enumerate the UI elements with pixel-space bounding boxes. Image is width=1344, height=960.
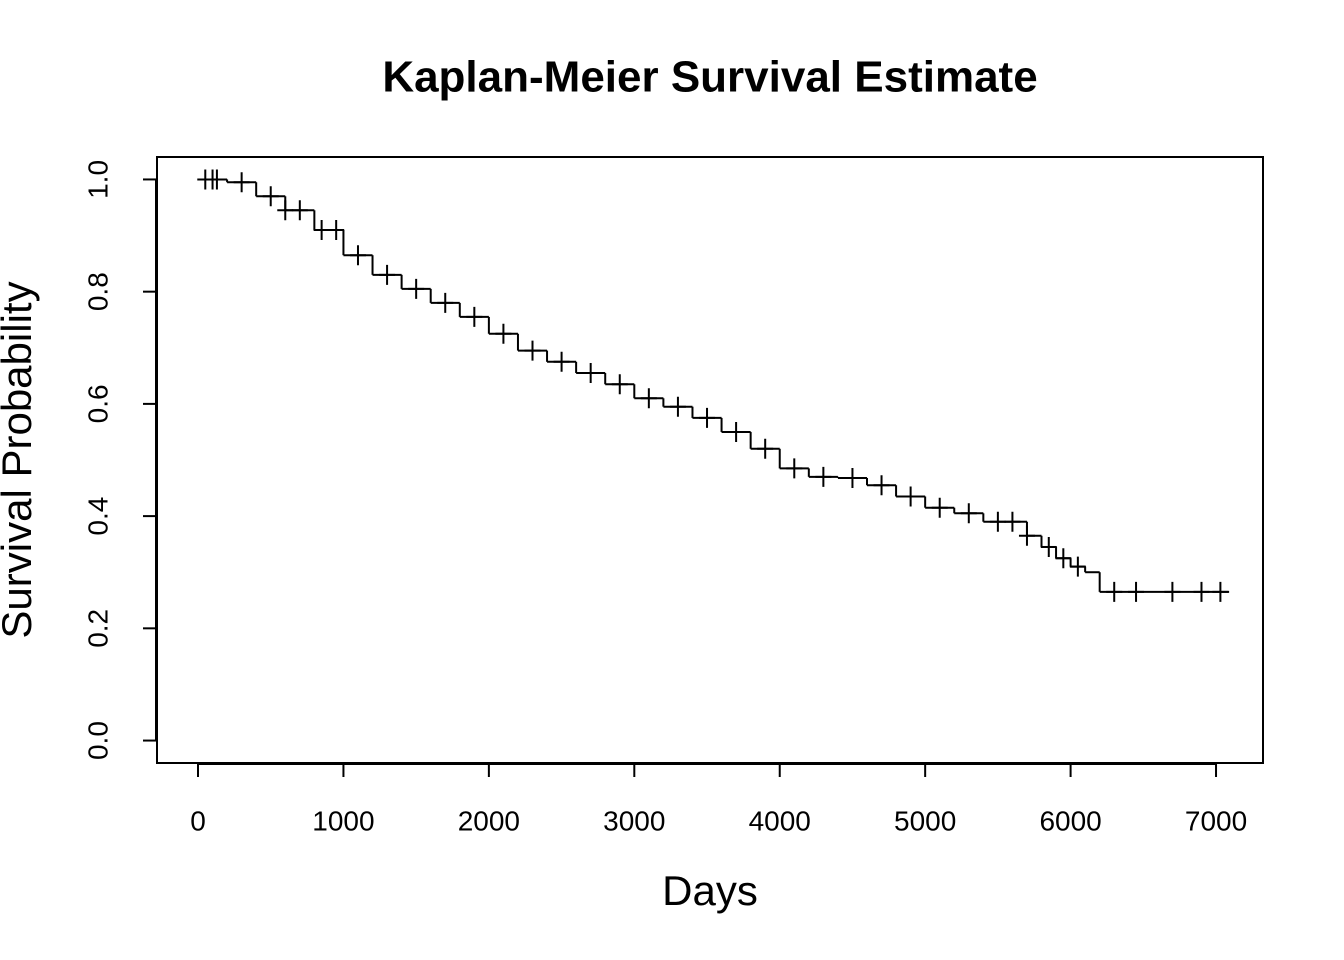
censor-mark <box>931 497 948 518</box>
censor-mark <box>1106 581 1123 602</box>
censor-mark <box>582 363 599 384</box>
x-tick-label: 0 <box>190 805 206 836</box>
censor-mark <box>233 172 250 193</box>
x-tick-label: 6000 <box>1039 805 1101 836</box>
censor-mark <box>844 467 861 488</box>
censor-mark <box>466 306 483 327</box>
censor-mark <box>1040 536 1057 557</box>
censor-mark <box>902 486 919 507</box>
y-tick-label: 0.0 <box>82 721 113 760</box>
censor-mark <box>1018 525 1035 546</box>
x-tick-label: 2000 <box>458 805 520 836</box>
censor-mark <box>611 374 628 395</box>
x-tick-label: 1000 <box>312 805 374 836</box>
censor-mark <box>1055 548 1072 569</box>
censor-mark <box>262 186 279 207</box>
censor-mark <box>989 511 1006 532</box>
censor-mark <box>277 200 294 221</box>
y-tick-label: 0.4 <box>82 497 113 536</box>
censor-mark <box>1193 581 1210 602</box>
y-tick-label: 0.8 <box>82 272 113 311</box>
censor-mark <box>208 169 225 190</box>
censor-mark <box>1069 556 1086 577</box>
censor-mark <box>640 388 657 409</box>
censor-mark <box>1212 581 1229 602</box>
x-tick-label: 4000 <box>749 805 811 836</box>
censor-mark <box>495 323 512 344</box>
censor-mark <box>960 503 977 524</box>
censor-mark <box>328 219 345 240</box>
censor-mark <box>786 458 803 479</box>
censor-mark <box>699 407 716 428</box>
y-tick-label: 1.0 <box>82 160 113 199</box>
censor-mark <box>1004 511 1021 532</box>
y-tick-label: 0.2 <box>82 609 113 648</box>
x-tick-label: 3000 <box>603 805 665 836</box>
censor-mark <box>728 421 745 442</box>
censor-mark <box>379 264 396 285</box>
censor-mark <box>1128 581 1145 602</box>
censor-mark <box>437 292 454 313</box>
y-axis-label: Survival Probability <box>0 281 40 638</box>
x-tick-label: 5000 <box>894 805 956 836</box>
chart-title: Kaplan-Meier Survival Estimate <box>382 53 1037 102</box>
censor-mark <box>349 245 366 266</box>
censor-mark <box>291 200 308 221</box>
censor-mark <box>1164 581 1181 602</box>
censor-mark <box>313 219 330 240</box>
plot-frame <box>156 156 1264 764</box>
y-tick-label: 0.6 <box>82 384 113 423</box>
x-tick-label: 7000 <box>1185 805 1247 836</box>
censor-mark <box>524 340 541 361</box>
censor-mark <box>669 396 686 417</box>
censor-mark <box>815 466 832 487</box>
x-axis-label: Days <box>662 867 758 914</box>
censor-mark <box>408 278 425 299</box>
censor-mark <box>873 475 890 496</box>
censor-mark <box>757 438 774 459</box>
censor-mark <box>553 351 570 372</box>
